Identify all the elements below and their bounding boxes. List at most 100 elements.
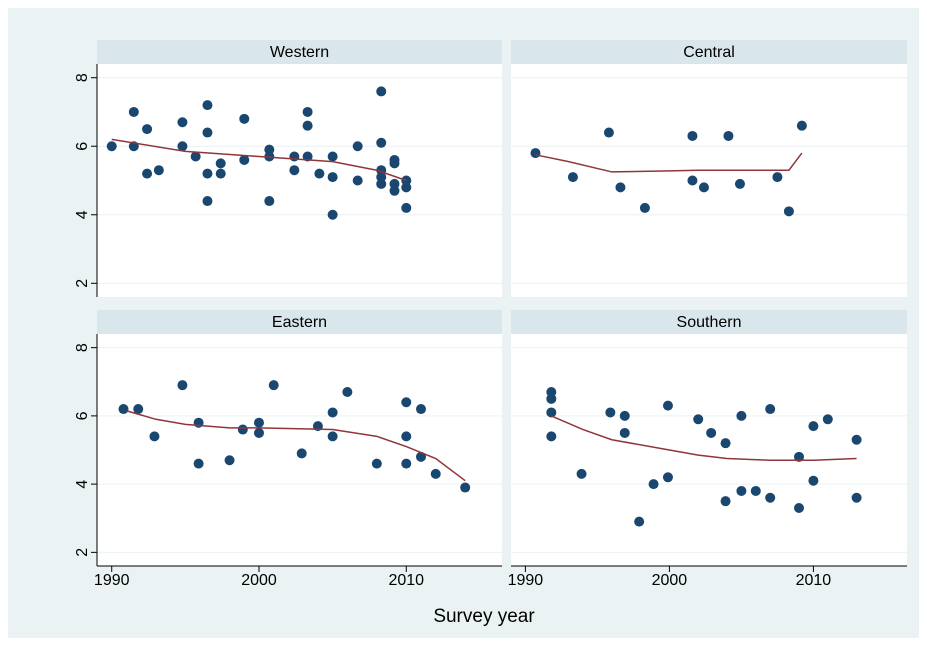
data-point [142,124,153,135]
data-point [289,151,300,162]
data-point [401,431,412,442]
data-point [264,196,275,207]
data-point [723,130,734,141]
data-point [314,168,325,179]
x-axis-title: Survey year [433,606,535,627]
data-point [687,130,698,141]
y-tick-label: 2 [74,279,91,288]
data-point [202,168,213,179]
y-tick-label: 6 [74,142,91,151]
data-point [254,427,264,438]
panel-title: Central [683,44,735,61]
data-point [237,424,248,435]
x-tick-label: 2000 [652,572,688,589]
data-point [302,106,313,117]
data-point [142,168,153,179]
data-point [327,407,338,418]
data-point [648,479,659,490]
data-point [460,482,471,493]
data-point [264,144,275,155]
data-point [327,151,338,162]
data-point [268,380,279,391]
data-point [254,417,264,428]
data-point [603,127,614,138]
data-point [546,393,557,404]
data-point [619,427,630,438]
data-point [698,182,709,193]
data-point [352,141,363,152]
data-point [133,404,144,415]
data-point [302,120,313,131]
data-point [772,172,783,183]
data-point [371,458,382,469]
data-point [750,485,761,496]
data-point [352,175,363,186]
data-point [851,492,862,503]
data-point [296,448,307,459]
data-point [153,165,164,176]
y-tick-label: 2 [74,548,91,557]
data-point [215,158,226,169]
data-point [389,185,400,196]
x-tick-label: 1990 [508,572,544,589]
data-point [734,178,745,189]
data-point [796,120,807,131]
data-point [239,113,250,124]
fit-line [535,152,803,173]
data-point [530,148,541,159]
data-point [177,141,188,152]
data-point [106,141,117,152]
x-tick-label: 2000 [241,572,277,589]
data-point [202,100,213,111]
data-point [693,414,704,425]
data-point [576,468,587,479]
panel-title: Western [270,44,329,61]
data-point [430,468,441,479]
data-point [662,400,673,411]
panel-header [511,40,907,64]
plot-area [511,64,907,297]
data-point [546,431,557,442]
plot-area [97,64,502,297]
data-point [546,407,557,418]
data-point [401,397,412,408]
panel-header [511,310,907,334]
fit-line [111,138,407,182]
x-tick-label: 2010 [796,572,832,589]
y-tick-label: 4 [74,210,91,219]
data-point [202,127,213,138]
data-point [177,117,188,128]
data-point [215,168,226,179]
data-point [389,158,400,169]
data-point [376,178,387,189]
data-point [202,196,213,207]
data-point [376,86,387,97]
data-point [567,172,578,183]
data-point [765,404,776,415]
y-tick-label: 8 [74,73,91,82]
data-point [190,151,201,162]
data-point [401,202,412,213]
data-point [327,209,338,220]
plot-area [511,334,907,566]
data-point [822,414,833,425]
y-tick-label: 4 [74,480,91,489]
data-point [416,404,426,415]
data-point [177,380,188,391]
y-tick-label: 6 [74,411,91,420]
data-point [128,106,139,117]
data-point [289,165,300,176]
data-point [706,427,717,438]
data-point [662,472,673,483]
data-point [720,438,731,449]
fit-line [126,410,466,482]
data-point [615,182,626,193]
data-point [327,431,338,442]
data-point [605,407,616,418]
panel-header [97,40,502,64]
data-point [808,421,819,432]
data-point [389,178,400,189]
data-point [149,431,160,442]
data-point [342,387,353,397]
